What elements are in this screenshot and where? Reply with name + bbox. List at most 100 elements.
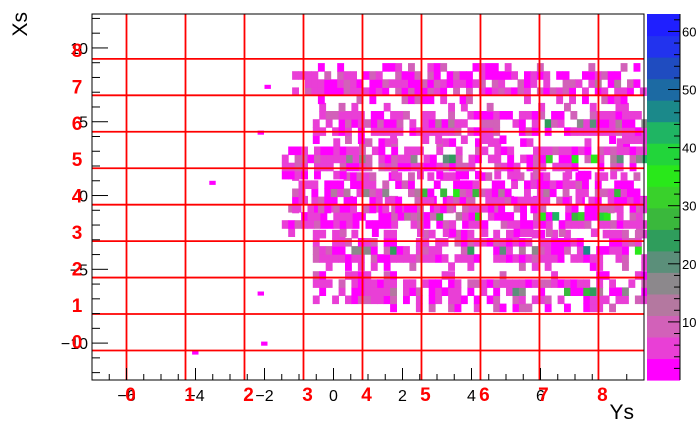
heatmap-cell — [491, 196, 499, 206]
heatmap-cell — [375, 196, 383, 206]
heatmap-cell — [301, 154, 308, 164]
heatmap-cell — [417, 170, 424, 180]
heatmap-cell — [584, 212, 592, 221]
heatmap-cell — [634, 271, 642, 280]
heatmap-cell — [543, 188, 551, 198]
heatmap-cell — [517, 196, 525, 206]
heatmap-cell — [481, 204, 489, 213]
heatmap-cell — [459, 196, 467, 206]
heatmap-cell — [319, 279, 327, 288]
heatmap-cell — [557, 295, 565, 305]
heatmap-cell — [556, 71, 564, 80]
heatmap-cell — [485, 172, 493, 181]
heatmap-cell — [562, 71, 570, 80]
heatmap-cell — [597, 204, 605, 213]
heatmap-cell — [616, 212, 624, 221]
heatmap-cell — [382, 180, 390, 189]
heatmap-cell — [356, 87, 364, 96]
heatmap-cell — [435, 246, 443, 255]
heatmap-cell — [610, 162, 618, 172]
heatmap-cell — [433, 180, 441, 189]
heatmap-cell — [620, 63, 628, 72]
heatmap-cell — [636, 146, 643, 156]
heatmap-cell — [312, 229, 320, 239]
heatmap-cell — [346, 204, 354, 213]
heatmap-cell — [356, 95, 364, 105]
heatmap-cell — [454, 254, 462, 263]
heatmap-cell — [513, 170, 521, 180]
heatmap-cell — [403, 295, 410, 305]
heatmap-cell — [602, 295, 610, 305]
heatmap-cell — [384, 162, 392, 172]
heatmap-cell — [257, 291, 264, 296]
heatmap-cell — [602, 111, 610, 120]
heatmap-cell — [433, 71, 441, 80]
heatmap-cell — [569, 87, 576, 96]
heatmap-cell — [628, 135, 636, 144]
heatmap-cell — [473, 111, 481, 120]
heatmap-cell — [636, 154, 643, 164]
heatmap-cell — [459, 79, 467, 88]
heatmap-cell — [544, 295, 552, 305]
heatmap-cell — [539, 220, 547, 229]
heatmap-cell — [326, 162, 334, 172]
heatmap-cell — [504, 188, 512, 198]
heatmap-cell — [530, 71, 538, 80]
heatmap-cell — [491, 87, 499, 96]
heatmap-cell — [435, 254, 443, 263]
heatmap-cell — [565, 162, 573, 172]
heatmap-cell — [414, 196, 422, 206]
heatmap-cell — [446, 172, 454, 181]
heatmap-cells — [192, 63, 650, 355]
heatmap-cell — [570, 111, 578, 120]
heatmap-cell — [627, 180, 634, 189]
heatmap-cell — [538, 229, 546, 239]
heatmap-cell — [498, 188, 506, 198]
heatmap-cell — [481, 220, 489, 229]
heatmap-cell — [441, 271, 449, 280]
heatmap-cell — [641, 127, 649, 136]
heatmap-cell — [562, 188, 570, 198]
heatmap-cell — [589, 102, 597, 112]
heatmap-cell — [369, 204, 377, 214]
heatmap-cell — [403, 254, 410, 263]
heatmap-cell — [478, 87, 486, 96]
heatmap-cell — [292, 188, 299, 198]
heatmap-cell — [312, 279, 320, 288]
heatmap-cell — [317, 196, 325, 206]
heatmap-cell — [513, 162, 521, 172]
heatmap-cell — [395, 63, 403, 72]
heatmap-cell — [339, 212, 347, 221]
heatmap-cell — [597, 154, 605, 164]
heatmap-cell — [326, 220, 334, 229]
heatmap-cell — [596, 295, 604, 305]
heatmap-cell — [538, 287, 546, 296]
heatmap-cell — [435, 295, 443, 305]
heatmap-cell — [388, 63, 396, 72]
heatmap-cell — [364, 279, 372, 288]
heatmap-cell — [356, 180, 364, 189]
heatmap-cell — [526, 162, 534, 172]
heatmap-cell — [597, 212, 605, 221]
heatmap-cell — [417, 204, 424, 213]
heatmap-cell — [396, 119, 404, 128]
heatmap-cell — [311, 180, 319, 189]
heatmap-cell — [307, 154, 315, 164]
heatmap-cell — [294, 220, 302, 229]
heatmap-cell — [383, 295, 391, 305]
heatmap-cell — [494, 204, 502, 213]
heatmap-cell — [382, 87, 390, 96]
heatmap-cell — [641, 135, 649, 144]
heatmap-cell — [504, 87, 512, 96]
heatmap-cell — [422, 279, 430, 288]
heatmap-cell — [520, 228, 527, 237]
heatmap-cell — [620, 180, 628, 189]
heatmap-cell — [564, 229, 571, 239]
heatmap-cell — [448, 287, 455, 296]
heatmap-cell — [357, 254, 365, 263]
heatmap-cell — [388, 79, 396, 88]
heatmap-cell — [511, 87, 518, 96]
heatmap-cell — [609, 238, 616, 247]
heatmap-cell — [292, 87, 299, 96]
heatmap-cell — [415, 246, 423, 255]
